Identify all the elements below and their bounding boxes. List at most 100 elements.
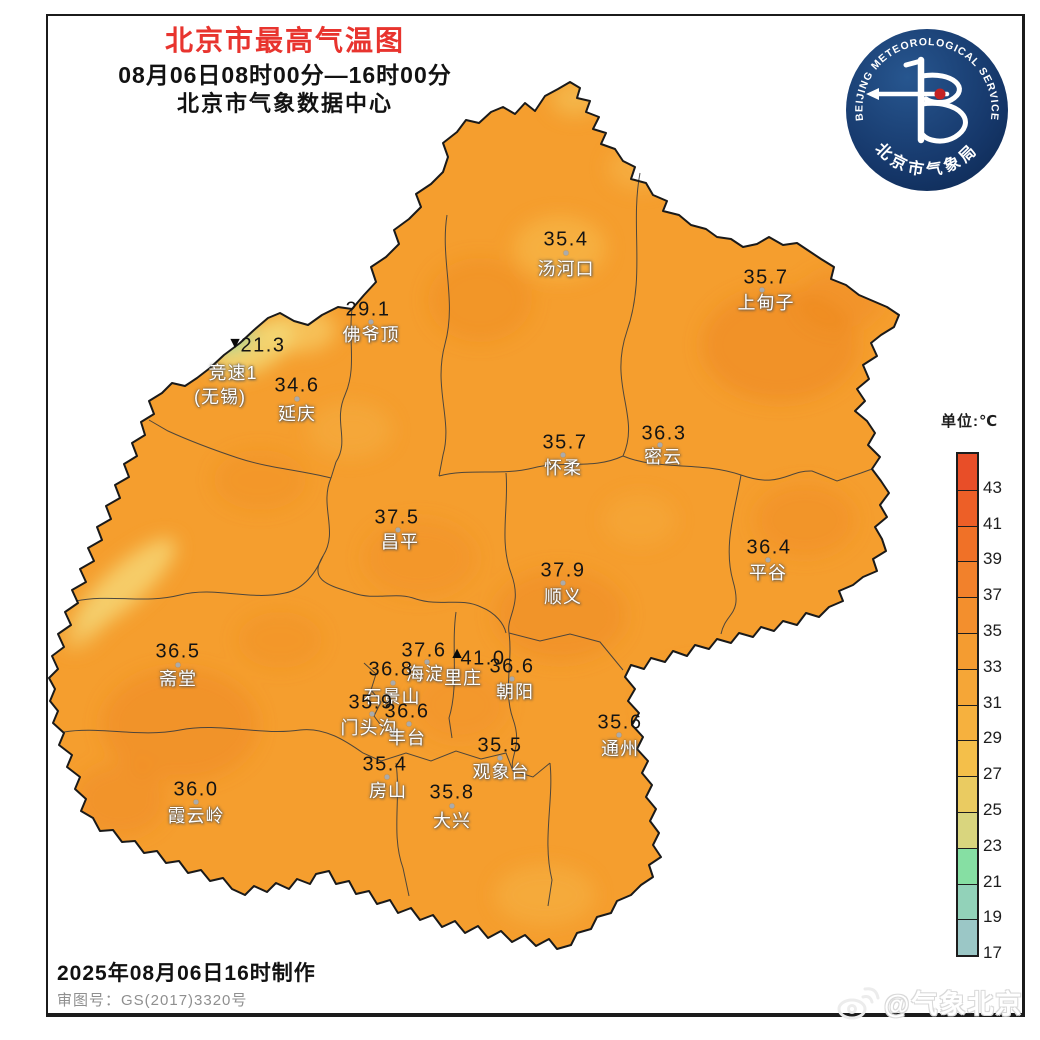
station-temperature-value: 35.7 xyxy=(743,266,789,289)
creation-time: 2025年08月06日16时制作 xyxy=(57,962,316,985)
colorbar-segment xyxy=(958,525,977,562)
station-temperature-value: 37.9 xyxy=(540,559,586,582)
station-temperature-value: 36.8 xyxy=(368,658,414,681)
colorbar-segment xyxy=(958,776,977,812)
station-temperature-value: 36.3 xyxy=(641,422,687,445)
station-dot xyxy=(390,680,396,686)
time-range: 08月06日08时00分—16时00分 xyxy=(118,62,452,88)
station-temperature-value: 37.5 xyxy=(374,506,420,529)
station-dot xyxy=(616,732,622,738)
station-dot xyxy=(563,250,569,256)
station-name-label: 怀柔 xyxy=(544,458,582,478)
station-name-label: 门头沟 xyxy=(340,718,398,738)
station-name-label: 观象台 xyxy=(472,762,530,782)
station-dot xyxy=(657,442,663,448)
station-name-label: 汤河口 xyxy=(537,259,595,279)
colorbar-segment xyxy=(958,883,977,920)
colorbar-tick: 17 xyxy=(983,943,1002,963)
station-temperature-value: 35.5 xyxy=(477,734,523,757)
station-dot xyxy=(294,396,300,402)
legend-unit-label: 单位:℃ xyxy=(941,413,999,430)
colorbar-tick: 37 xyxy=(983,585,1002,605)
station-temperature-value: 36.4 xyxy=(746,536,792,559)
station-dot xyxy=(759,287,765,293)
map-review-number: 审图号：GS(2017)3320号 xyxy=(57,992,248,1009)
data-source: 北京市气象数据中心 xyxy=(176,91,393,116)
station-name-label: 大兴 xyxy=(433,811,471,831)
station-temperature-value: 35.4 xyxy=(543,228,589,251)
colorbar-tick: 29 xyxy=(983,728,1002,748)
colorbar-segment xyxy=(958,811,977,848)
station-name-label: 通州 xyxy=(601,739,639,759)
station-name-label: 朝阳 xyxy=(496,682,534,702)
station-name-label: 佛爷顶 xyxy=(342,325,400,345)
station-temperature-value: 34.6 xyxy=(274,374,320,397)
station-name-label: 延庆 xyxy=(278,404,316,424)
colorbar-tick: 31 xyxy=(983,692,1002,712)
station-dot xyxy=(369,711,375,717)
station-dot xyxy=(395,527,401,533)
logo-circle xyxy=(846,29,1008,191)
station-name-label: 海淀 xyxy=(406,664,444,684)
station-name-label: 里庄 xyxy=(444,668,482,688)
station-temperature-value: 41.0 xyxy=(460,647,506,670)
station-temperature-value: 29.1 xyxy=(345,298,391,321)
station-temperature-value: 35.9 xyxy=(348,691,394,714)
station-temperature-value: 37.6 xyxy=(401,639,447,662)
station-name-label: 斋堂 xyxy=(159,669,197,689)
colorbar-tick: 41 xyxy=(983,513,1002,533)
colorbar-tick: 21 xyxy=(983,871,1002,891)
station-dot xyxy=(765,557,771,563)
station-name-label: 霞云岭 xyxy=(167,806,225,826)
station-temperature-value: 35.6 xyxy=(597,711,643,734)
logo-wind-vane-icon xyxy=(866,56,968,144)
station-dot xyxy=(368,319,374,325)
colorbar-segment xyxy=(958,454,977,490)
colorbar-tick: 35 xyxy=(983,621,1002,640)
station-name-label: 丰台 xyxy=(388,728,426,748)
station-marker-icon: ▼ xyxy=(227,335,243,352)
colorbar-segment xyxy=(958,489,977,526)
station-name-label: 顺义 xyxy=(544,587,582,607)
station-dot xyxy=(560,452,566,458)
station-name-label: 竞速1 xyxy=(208,363,258,383)
temperature-shading xyxy=(64,82,882,925)
colorbar-segment xyxy=(958,597,977,633)
colorbar-segment xyxy=(958,740,977,777)
station-temperature-value: 35.8 xyxy=(429,781,475,804)
beijing-meteorological-service-logo: BEIJING METEOROLOGICAL SERVICE 北京市气象局 xyxy=(846,29,1008,191)
station-name-label: 上甸子 xyxy=(737,293,795,313)
station-marker-icon: ▲ xyxy=(449,645,465,662)
station-temperature-value: 36.6 xyxy=(384,700,430,723)
station-name-label: 密云 xyxy=(644,447,682,467)
colorbar-tick: 33 xyxy=(983,656,1002,676)
station-name-label: 平谷 xyxy=(749,563,787,583)
temperature-colorbar xyxy=(956,452,979,958)
station-dot xyxy=(406,721,412,727)
watermark: @气象北京 xyxy=(836,984,1023,1021)
colorbar-segment xyxy=(958,668,977,705)
station-temperature-value: 36.0 xyxy=(173,778,219,801)
colorbar-tick: 43 xyxy=(983,477,1002,497)
header: 北京市最高气温图 08月06日08时00分—16时00分 北京市气象数据中心 xyxy=(85,24,485,118)
station-dot xyxy=(509,676,515,682)
station-temperature-value: 35.7 xyxy=(542,431,588,454)
station-name-label: (无锡) xyxy=(194,387,246,407)
station-temperature-value: 36.5 xyxy=(155,640,201,663)
page-title: 北京市最高气温图 xyxy=(164,25,405,56)
station-dot xyxy=(560,580,566,586)
station-temperature-value: 21.3 xyxy=(240,334,286,357)
colorbar-segment xyxy=(958,919,977,956)
station-dot xyxy=(384,774,390,780)
district-boundaries xyxy=(63,172,873,907)
station-dot xyxy=(175,662,181,668)
colorbar-segment xyxy=(958,561,977,598)
station-temperature-value: 35.4 xyxy=(362,753,408,776)
colorbar-tick: 23 xyxy=(983,835,1002,855)
station-dot xyxy=(424,659,430,665)
station-name-label: 石景山 xyxy=(363,687,421,707)
station-temperature-value: 36.6 xyxy=(489,655,535,678)
colorbar-segment xyxy=(958,847,977,884)
